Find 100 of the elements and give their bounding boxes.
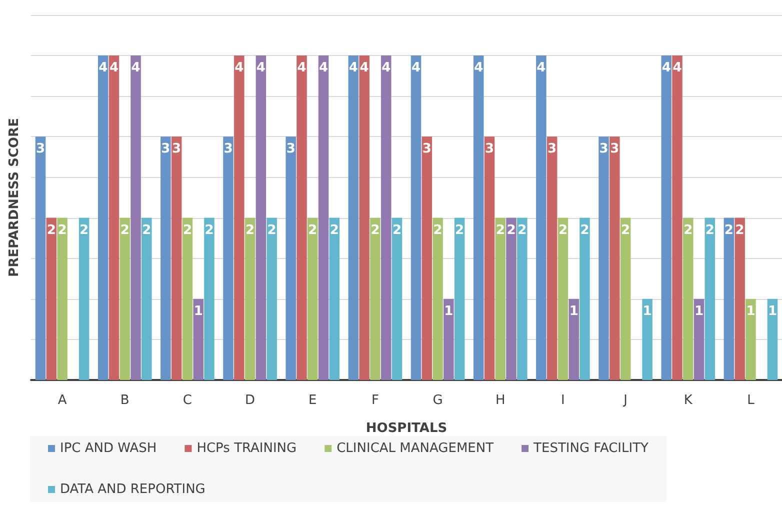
data-label: 4 [536,60,546,76]
bar [57,218,68,380]
data-label: 2 [308,222,318,238]
data-label: 3 [610,142,620,157]
data-label: 2 [246,222,255,238]
bar [661,56,672,380]
data-label: 1 [569,304,578,319]
data-label: 4 [348,60,358,76]
data-label: 2 [433,222,442,238]
data-label: 2 [705,222,714,238]
data-label: 4 [672,60,682,76]
bar [517,218,528,380]
bar [171,136,182,380]
bar [694,298,704,380]
bar [266,218,277,380]
bar [506,218,516,380]
bar [296,56,307,380]
data-label: 4 [131,60,140,76]
data-label: 3 [599,142,608,157]
bar [234,56,244,380]
data-label: 3 [422,142,432,157]
data-label: 4 [318,60,328,76]
y-axis-title: PREPARDNESS SCORE [7,118,22,277]
data-label: 2 [621,222,630,238]
data-label: 4 [109,60,119,76]
bar [558,218,568,380]
bar [348,56,359,380]
x-tick-label: C [182,393,192,408]
bar [120,218,130,380]
bar [767,298,778,380]
bar [392,218,402,380]
bar [620,218,631,380]
legend-label: TESTING FACILITY [532,441,649,456]
bar [724,218,734,380]
data-label: 2 [204,222,214,238]
x-tick-label: K [684,393,693,408]
x-tick-label: A [58,393,67,408]
data-label: 4 [297,60,306,76]
data-label: 2 [80,222,89,238]
data-label: 3 [224,142,233,157]
bar [546,136,558,380]
data-label: 4 [98,60,108,76]
data-label: 4 [360,60,369,76]
bar [318,56,329,380]
x-tick-label: I [561,393,565,408]
data-label: 2 [506,222,516,238]
data-label: 1 [746,304,756,319]
legend-label: IPC AND WASH [60,441,157,456]
bar [307,218,318,380]
data-label: 4 [474,60,484,76]
data-label: 2 [46,222,56,238]
data-label: 2 [58,222,67,238]
data-label: 3 [286,142,296,157]
data-label: 2 [142,222,152,238]
bar [704,218,716,380]
bar [46,218,57,380]
data-label: 3 [161,142,170,157]
bar [444,298,454,380]
bar [734,218,745,380]
bar [682,218,694,380]
x-tick-label: B [120,393,130,408]
x-tick-label: H [495,393,506,408]
bar [598,136,609,380]
bar [182,218,193,380]
x-tick-label: F [371,393,379,408]
x-tick-label: G [432,393,443,408]
data-label: 1 [444,304,454,319]
bar [672,56,682,380]
data-label: 2 [267,222,276,238]
bar [370,218,380,380]
data-label: 2 [724,222,734,238]
bar [580,218,590,380]
bar [536,56,546,380]
bar [642,298,652,380]
bar [495,218,506,380]
bar [484,136,495,380]
data-label: 2 [330,222,339,238]
bar [568,298,579,380]
data-label: 2 [182,222,192,238]
data-label: 3 [484,142,494,157]
data-label: 3 [548,142,557,157]
bar [422,136,432,380]
bar [223,136,234,380]
data-label: 2 [455,222,464,238]
x-tick-label: D [245,393,256,408]
data-label: 2 [120,222,130,238]
x-tick-label: J [622,393,628,408]
bar [746,298,756,380]
bar [432,218,443,380]
bar [204,218,214,380]
data-label: 2 [684,222,693,238]
x-axis-title: HOSPITALS [366,421,448,436]
bar [256,56,266,380]
data-label: 4 [411,60,421,76]
bar [359,56,370,380]
bar [98,56,108,380]
x-tick-label: E [308,393,317,408]
data-label: 1 [694,304,704,319]
legend-label: DATA AND REPORTING [60,482,206,497]
data-label: 2 [496,222,505,238]
